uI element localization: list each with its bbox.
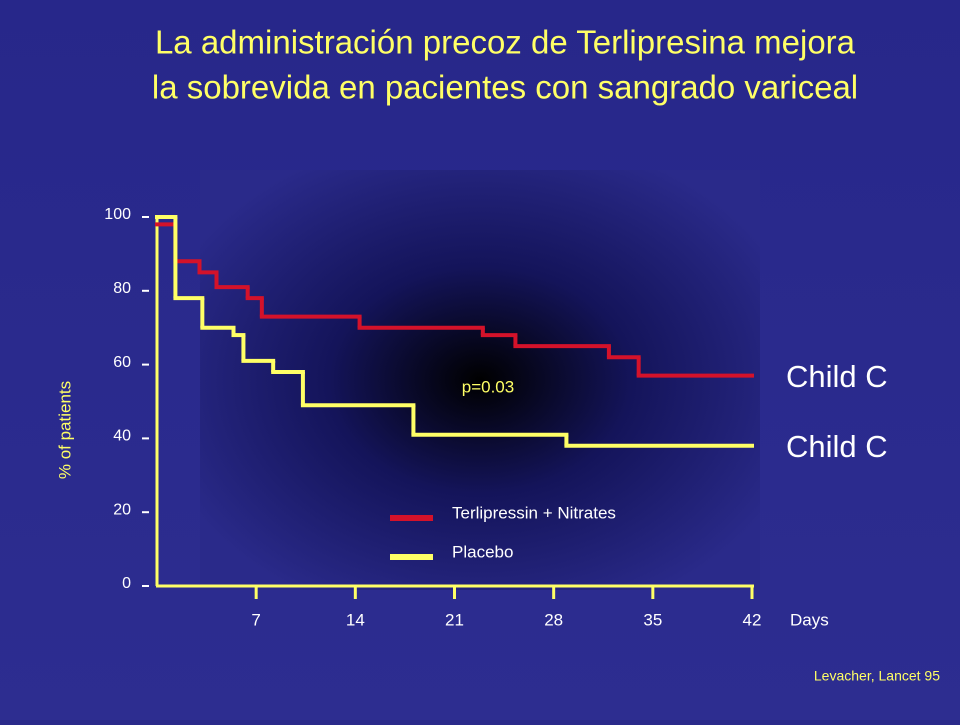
y-axis-label: % of patients <box>55 381 74 479</box>
title-line: La administración precoz de Terlipresina… <box>155 24 856 61</box>
y-tick-label: 60 <box>113 354 131 371</box>
source: Levacher, Lancet 95 <box>814 668 940 684</box>
x-tick-label: 21 <box>445 610 464 629</box>
title-line: la sobrevida en pacientes con sangrado v… <box>152 69 858 106</box>
y-tick-label: 40 <box>113 428 131 445</box>
y-tick-label: 80 <box>113 280 131 297</box>
y-tick-label: 100 <box>104 206 131 223</box>
p-value: p=0.03 <box>462 377 514 396</box>
x-tick-label: 28 <box>544 610 563 629</box>
series-end-label: Child C <box>786 429 888 464</box>
legend-label: Placebo <box>452 542 513 561</box>
y-tick-label: 20 <box>113 501 131 518</box>
y-tick-label: 0 <box>122 575 131 592</box>
center-glow <box>200 170 760 590</box>
series-end-label: Child C <box>786 359 888 394</box>
x-tick-label: 7 <box>251 610 260 629</box>
x-tick-label: 42 <box>743 610 762 629</box>
x-tick-label: 14 <box>346 610 365 629</box>
x-axis-label: Days <box>790 610 829 629</box>
x-tick-label: 35 <box>643 610 662 629</box>
legend-label: Terlipressin + Nitrates <box>452 503 616 522</box>
